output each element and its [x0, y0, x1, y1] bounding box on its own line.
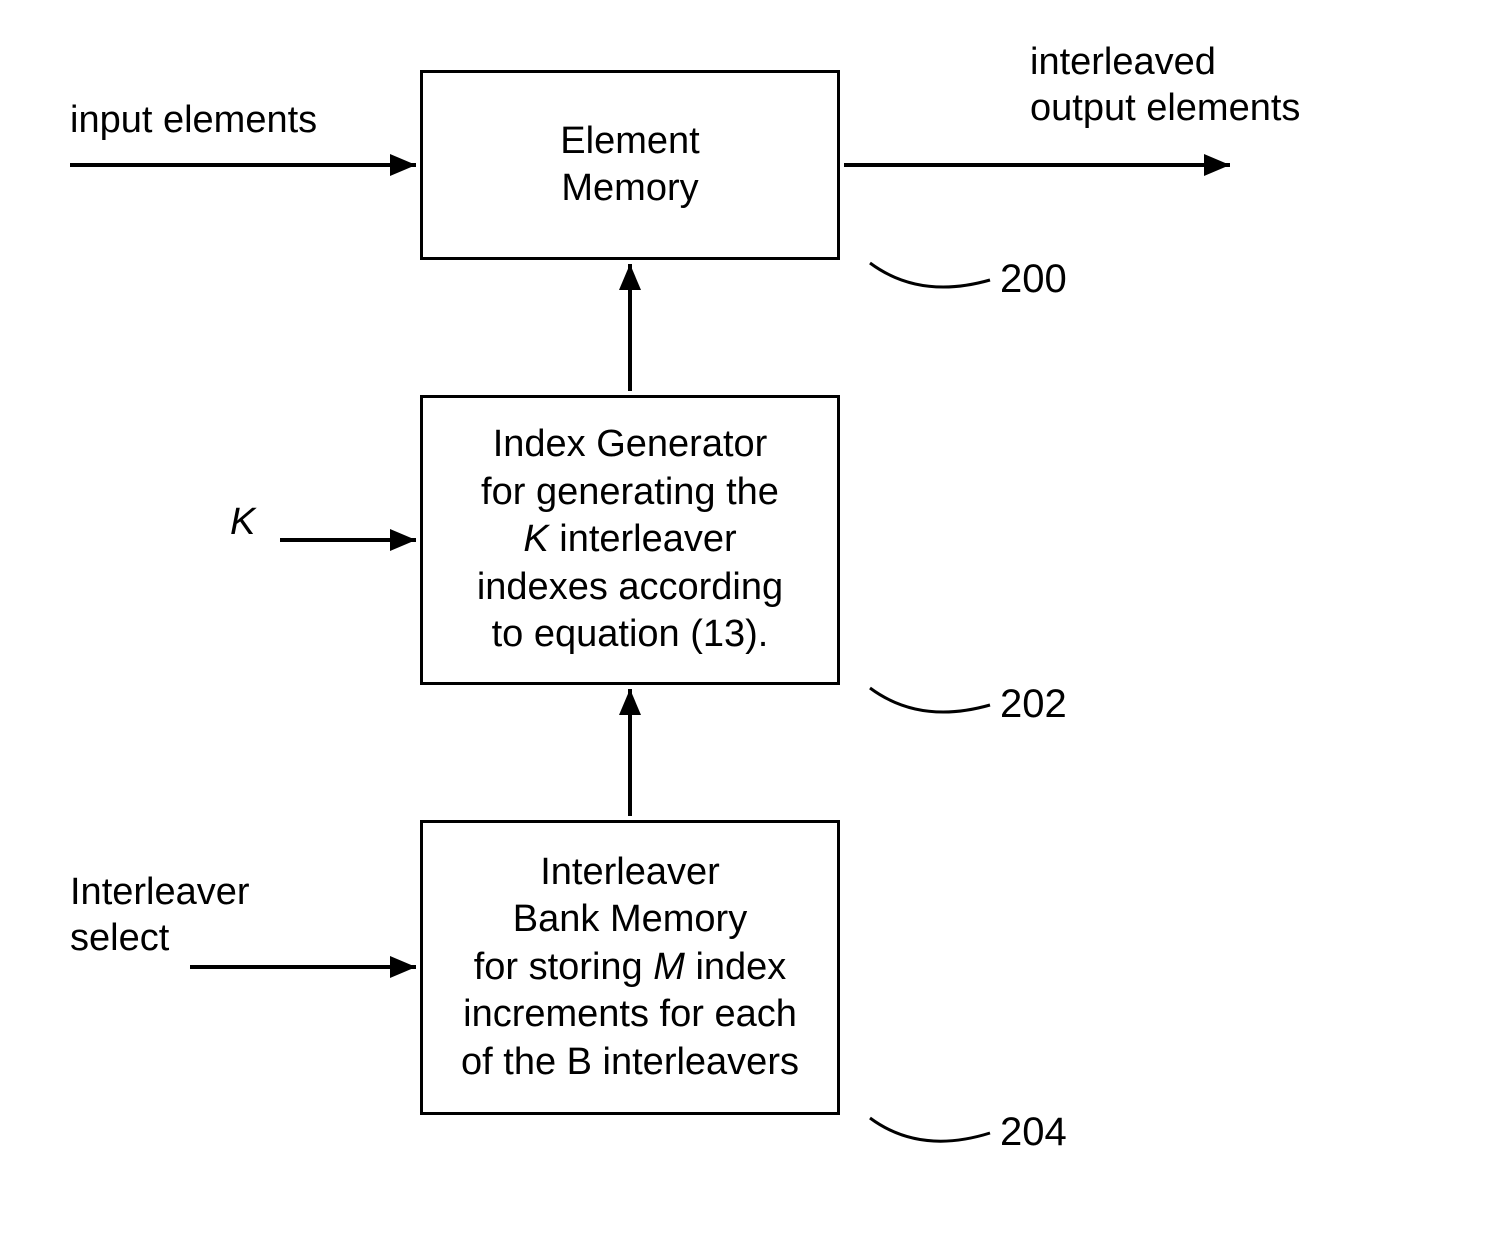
input-to-memory: [70, 154, 416, 176]
ref-200-label: 200: [1000, 255, 1067, 303]
element-memory-box: Element Memory: [420, 70, 840, 260]
callout-204: [870, 1118, 990, 1141]
bank-to-generator: [619, 689, 641, 816]
ref-202-label: 202: [1000, 680, 1067, 728]
element-memory-text: Element Memory: [560, 118, 699, 213]
ref-204-label: 204: [1000, 1108, 1067, 1156]
callout-202: [870, 688, 990, 712]
input-elements-label: input elements: [70, 98, 317, 144]
index-generator-box: Index Generatorfor generating theK inter…: [420, 395, 840, 685]
index-generator-text: Index Generatorfor generating theK inter…: [477, 421, 783, 659]
k-label: K: [230, 500, 255, 546]
bank-memory-box: InterleaverBank Memoryfor storing M inde…: [420, 820, 840, 1115]
generator-to-memory: [619, 264, 641, 391]
interleaver-select-label: Interleaver select: [70, 870, 250, 961]
bank-memory-text: InterleaverBank Memoryfor storing M inde…: [461, 849, 799, 1087]
memory-to-output: [844, 154, 1230, 176]
output-elements-label: interleaved output elements: [1030, 40, 1300, 131]
k-to-generator: [280, 529, 416, 551]
callout-200: [870, 263, 990, 287]
diagram-canvas: Element Memory Index Generatorfor genera…: [0, 0, 1499, 1240]
